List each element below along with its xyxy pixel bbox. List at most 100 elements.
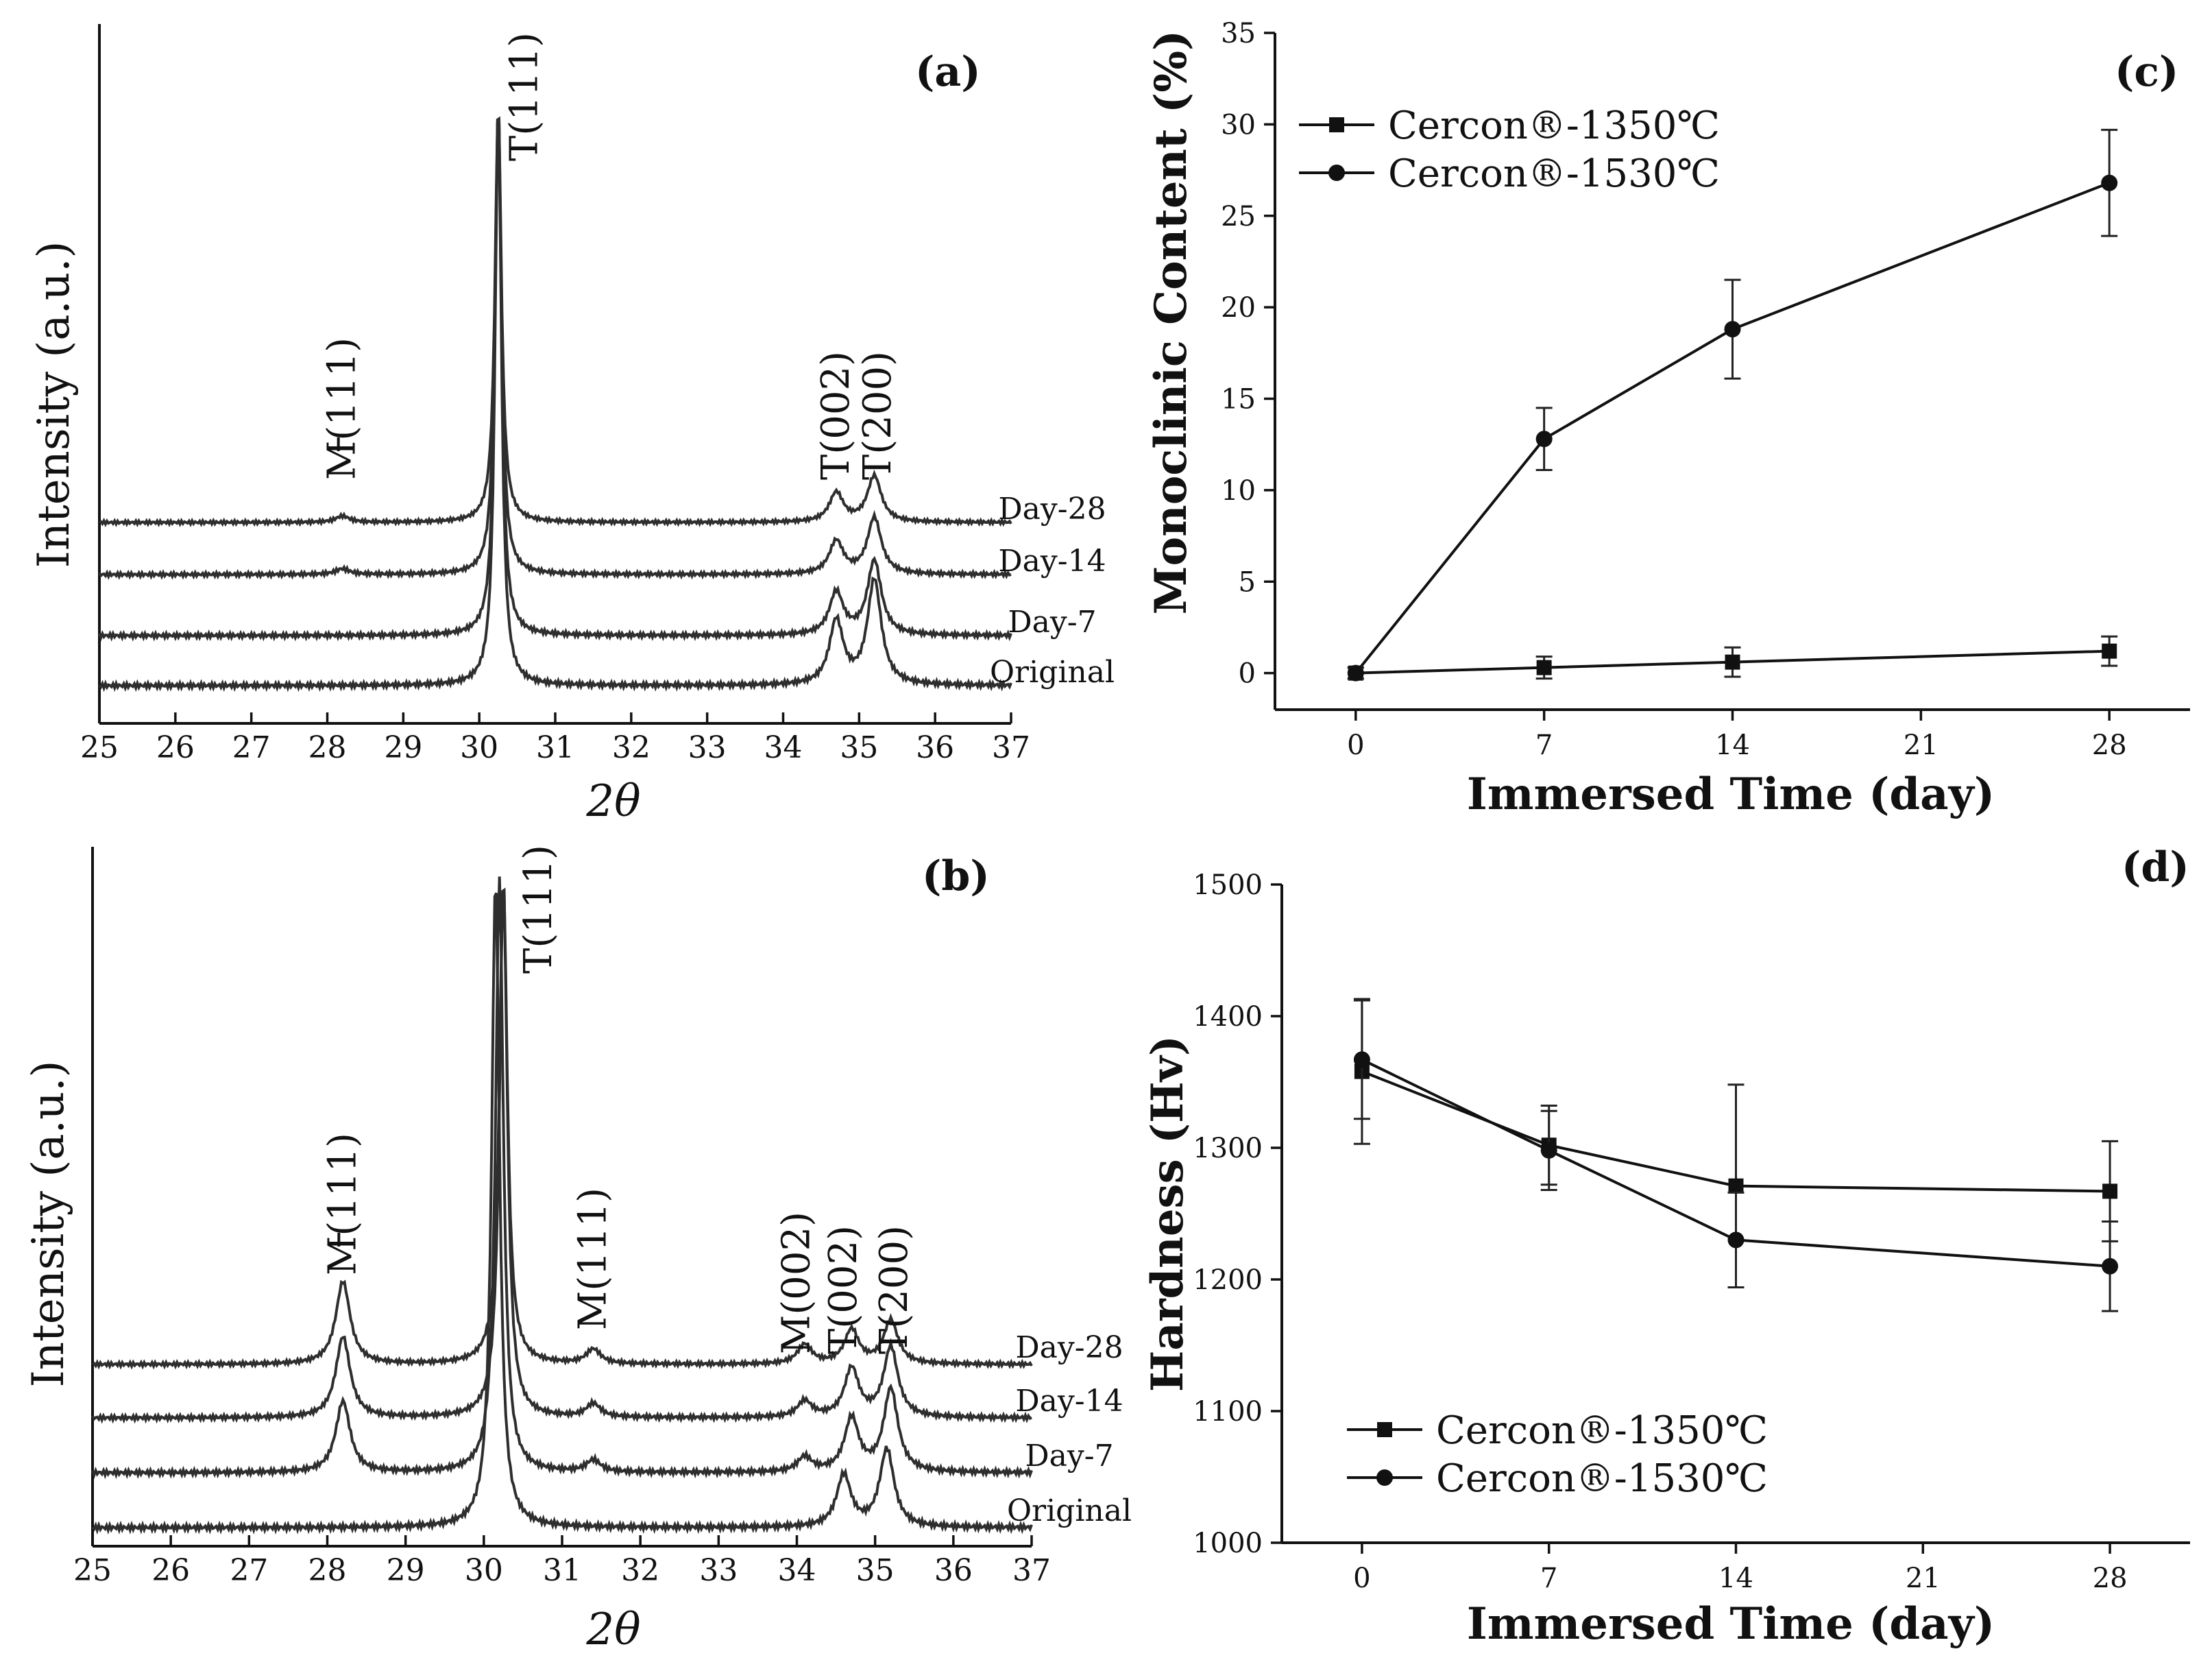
trace-label: Day-28 [998, 492, 1106, 527]
x-tick-label: 25 [73, 1553, 112, 1588]
xrd-trace [91, 876, 1033, 1480]
x-tick-label: 31 [536, 730, 574, 765]
x-tick-label: 26 [156, 730, 195, 765]
xrd-trace [92, 887, 1033, 1370]
panel-b-xrd-chart: 25 26 27 28 29 30 31 32 33 34 35 36 37 Day-28 Day-14 D… [23, 845, 1132, 1655]
data-point-circle [1535, 431, 1553, 448]
data-point-circle [1347, 664, 1364, 682]
data-point-circle [1724, 321, 1741, 338]
x-tick-label: 30 [460, 730, 498, 765]
y-tick-label: 0 [1239, 658, 1256, 690]
xrd-trace [98, 119, 1012, 580]
data-point-square [1536, 660, 1552, 675]
y-tick-label: 1200 [1193, 1264, 1263, 1296]
x-tick-label: 14 [1715, 730, 1750, 761]
x-tick-label: 35 [856, 1553, 895, 1588]
peak-label: M(111) [571, 1188, 616, 1330]
legend-marker-square [1377, 1422, 1392, 1437]
trace-label: Day-14 [998, 544, 1106, 579]
panel-c-monoclinic-chart: 0 7 14 21 28 0 5 10 15 20 25 30 35 Cercon®-1350℃Cer… [1145, 18, 2190, 820]
panel-c-label: (c) [2115, 48, 2178, 96]
x-tick-label: 26 [151, 1553, 190, 1588]
x-tick-label: 37 [1012, 1553, 1051, 1588]
xrd-trace [91, 892, 1033, 1535]
panel-c-y-axis-title: Monoclinic Content (%) [1145, 30, 1197, 615]
data-point-circle [2101, 174, 2118, 191]
x-tick-label: 36 [934, 1553, 973, 1588]
panel-d-y-axis-title: Hardness (Hv) [1142, 1035, 1193, 1392]
panel-a-x-axis-title: 2θ [585, 776, 640, 827]
x-tick-label: 27 [230, 1553, 268, 1588]
data-point-square [1725, 654, 1740, 670]
x-tick-label: 7 [1535, 730, 1553, 761]
peak-label: T(111) [502, 32, 547, 161]
y-tick-label: 10 [1221, 475, 1256, 507]
x-tick-label: 25 [80, 730, 119, 765]
x-tick-label: 34 [778, 1553, 816, 1588]
panel-c-x-axis-title: Immersed Time (day) [1467, 769, 1995, 820]
x-tick-label: 30 [465, 1553, 503, 1588]
x-tick-label: 32 [621, 1553, 659, 1588]
series-line [1354, 181, 2110, 674]
y-tick-label: 5 [1239, 566, 1256, 598]
peak-label: T(200) [855, 351, 900, 480]
x-tick-label: 33 [688, 730, 727, 765]
legend-marker-circle [1328, 165, 1345, 181]
panel-b-y-axis-title: Intensity (a.u.) [23, 1061, 74, 1388]
peak-label: T(002) [821, 1225, 866, 1354]
trace-label: Original [990, 655, 1115, 690]
y-tick-label: 25 [1221, 201, 1256, 232]
x-tick-label: 0 [1347, 730, 1364, 761]
xrd-trace [98, 121, 1012, 693]
x-tick-label: 27 [232, 730, 271, 765]
xrd-trace [99, 116, 1012, 527]
x-tick-label: 28 [308, 730, 347, 765]
x-tick-label: 28 [2093, 1563, 2128, 1594]
data-point-circle [1353, 1051, 1370, 1068]
panel-d-label: (d) [2122, 843, 2189, 891]
x-tick-label: 21 [1906, 1563, 1941, 1594]
x-tick-label: 35 [840, 730, 878, 765]
y-tick-label: 1100 [1193, 1396, 1263, 1428]
panel-a-label: (a) [915, 48, 981, 96]
x-tick-label: 29 [387, 1553, 425, 1588]
data-point-circle [1727, 1231, 1745, 1249]
trace-label: Day-28 [1015, 1330, 1123, 1365]
x-tick-label: 14 [1718, 1563, 1753, 1594]
trace-label: Original [1007, 1493, 1132, 1528]
x-tick-label: 31 [543, 1553, 581, 1588]
x-tick-label: 34 [764, 730, 803, 765]
panel-d-hardness-chart: 0 7 14 21 28 1000 1100 1200 1300 1400 1500 Cercon… [1142, 843, 2190, 1650]
data-point-square [2102, 643, 2117, 659]
legend-marker-circle [1376, 1469, 1393, 1486]
data-point-square [1728, 1178, 1744, 1194]
x-tick-label: 33 [699, 1553, 738, 1588]
data-point-circle [1540, 1142, 1557, 1159]
xrd-trace [91, 889, 1032, 1424]
y-tick-label: 1500 [1193, 869, 1263, 901]
y-tick-label: 20 [1221, 292, 1256, 324]
y-tick-label: 1400 [1193, 1001, 1263, 1033]
peak-label: M(111) [320, 337, 365, 480]
y-tick-label: 15 [1221, 384, 1256, 416]
peak-label: T(002) [814, 351, 858, 480]
y-tick-label: 1000 [1193, 1528, 1263, 1559]
panel-b-x-axis-title: 2θ [585, 1604, 640, 1655]
x-tick-label: 0 [1353, 1563, 1370, 1594]
peak-label: M(111) [320, 1133, 365, 1275]
peak-label: T(200) [872, 1225, 916, 1354]
y-tick-label: 1300 [1193, 1133, 1263, 1164]
panel-d-x-axis-title: Immersed Time (day) [1467, 1598, 1995, 1650]
trace-label: Day-7 [1025, 1439, 1113, 1473]
legend-label: Cercon®-1530℃ [1388, 152, 1720, 196]
data-point-square [2102, 1183, 2118, 1199]
x-tick-label: 36 [916, 730, 954, 765]
panel-b-label: (b) [922, 852, 990, 900]
y-tick-label: 35 [1221, 18, 1256, 49]
x-tick-label: 32 [612, 730, 651, 765]
x-tick-label: 7 [1540, 1563, 1557, 1594]
xrd-trace [98, 121, 1012, 642]
series-line [1355, 649, 2110, 675]
series-line [1361, 1058, 2111, 1268]
